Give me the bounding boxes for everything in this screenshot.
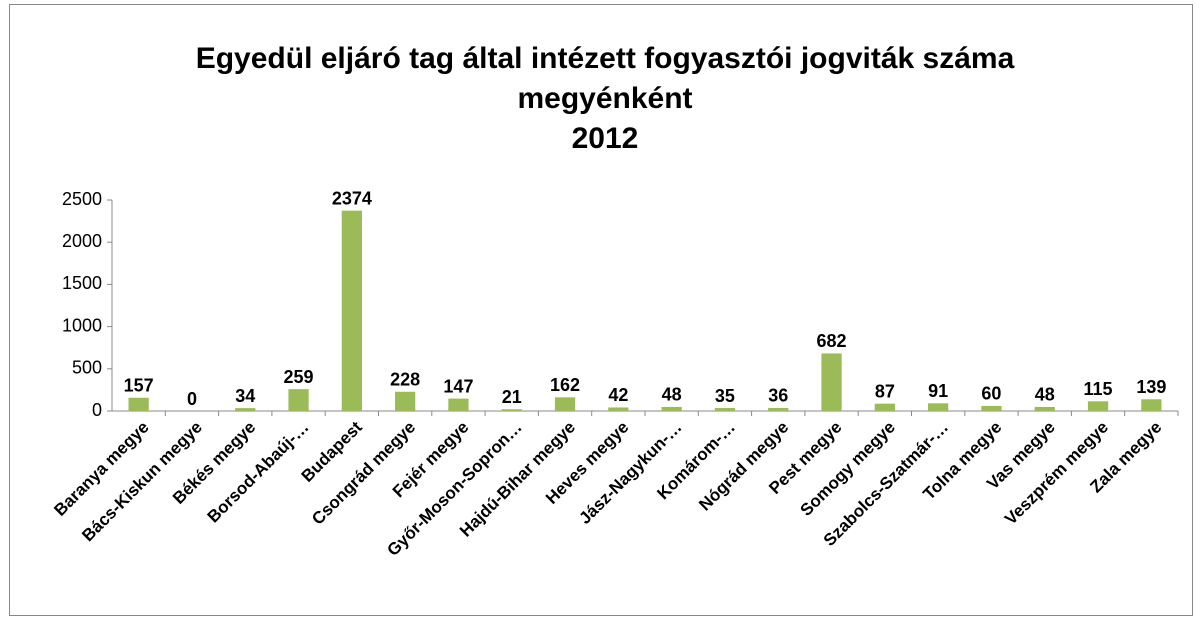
value-label: 36 bbox=[768, 386, 788, 406]
value-label: 2374 bbox=[332, 188, 372, 208]
value-label: 139 bbox=[1136, 377, 1166, 397]
bar bbox=[1141, 399, 1162, 411]
value-label: 157 bbox=[124, 375, 154, 395]
bar bbox=[661, 406, 682, 411]
chart-frame bbox=[9, 4, 1193, 616]
value-label: 147 bbox=[443, 376, 473, 396]
chart-title: megyénként bbox=[517, 82, 692, 115]
bar bbox=[448, 398, 469, 411]
bar bbox=[928, 403, 949, 411]
y-tick-label: 2000 bbox=[62, 231, 102, 251]
value-label: 60 bbox=[981, 384, 1001, 404]
y-tick-label: 1000 bbox=[62, 315, 102, 335]
bar bbox=[1034, 406, 1055, 411]
value-label: 34 bbox=[235, 386, 255, 406]
bar bbox=[395, 391, 416, 411]
y-tick-label: 1500 bbox=[62, 273, 102, 293]
value-label: 162 bbox=[550, 375, 580, 395]
value-label: 115 bbox=[1084, 379, 1113, 399]
bar bbox=[714, 408, 736, 411]
chart-title: 2012 bbox=[572, 122, 639, 155]
value-label: 0 bbox=[187, 389, 197, 409]
bar bbox=[554, 397, 576, 411]
chart-title: Egyedül eljáró tag által intézett fogyas… bbox=[196, 42, 1015, 75]
y-tick-label: 0 bbox=[92, 400, 102, 420]
bar bbox=[1087, 401, 1109, 411]
value-label: 42 bbox=[608, 385, 628, 405]
value-label: 35 bbox=[715, 386, 735, 406]
value-label: 21 bbox=[502, 387, 522, 407]
bar bbox=[874, 403, 895, 411]
bar bbox=[341, 210, 362, 411]
value-label: 91 bbox=[928, 381, 948, 401]
bar bbox=[288, 389, 309, 411]
value-label: 682 bbox=[817, 331, 847, 351]
value-label: 87 bbox=[875, 381, 895, 401]
y-tick-label: 500 bbox=[72, 358, 102, 378]
y-tick-label: 2500 bbox=[62, 189, 102, 209]
bar bbox=[608, 407, 629, 411]
value-label: 48 bbox=[662, 385, 682, 405]
value-label: 228 bbox=[390, 370, 420, 390]
value-label: 48 bbox=[1035, 385, 1055, 405]
value-label: 259 bbox=[284, 367, 314, 387]
bar bbox=[821, 353, 842, 411]
bar bbox=[501, 409, 522, 411]
bar bbox=[128, 397, 149, 411]
bar bbox=[768, 407, 789, 411]
bar bbox=[981, 405, 1002, 411]
bar bbox=[235, 408, 256, 411]
